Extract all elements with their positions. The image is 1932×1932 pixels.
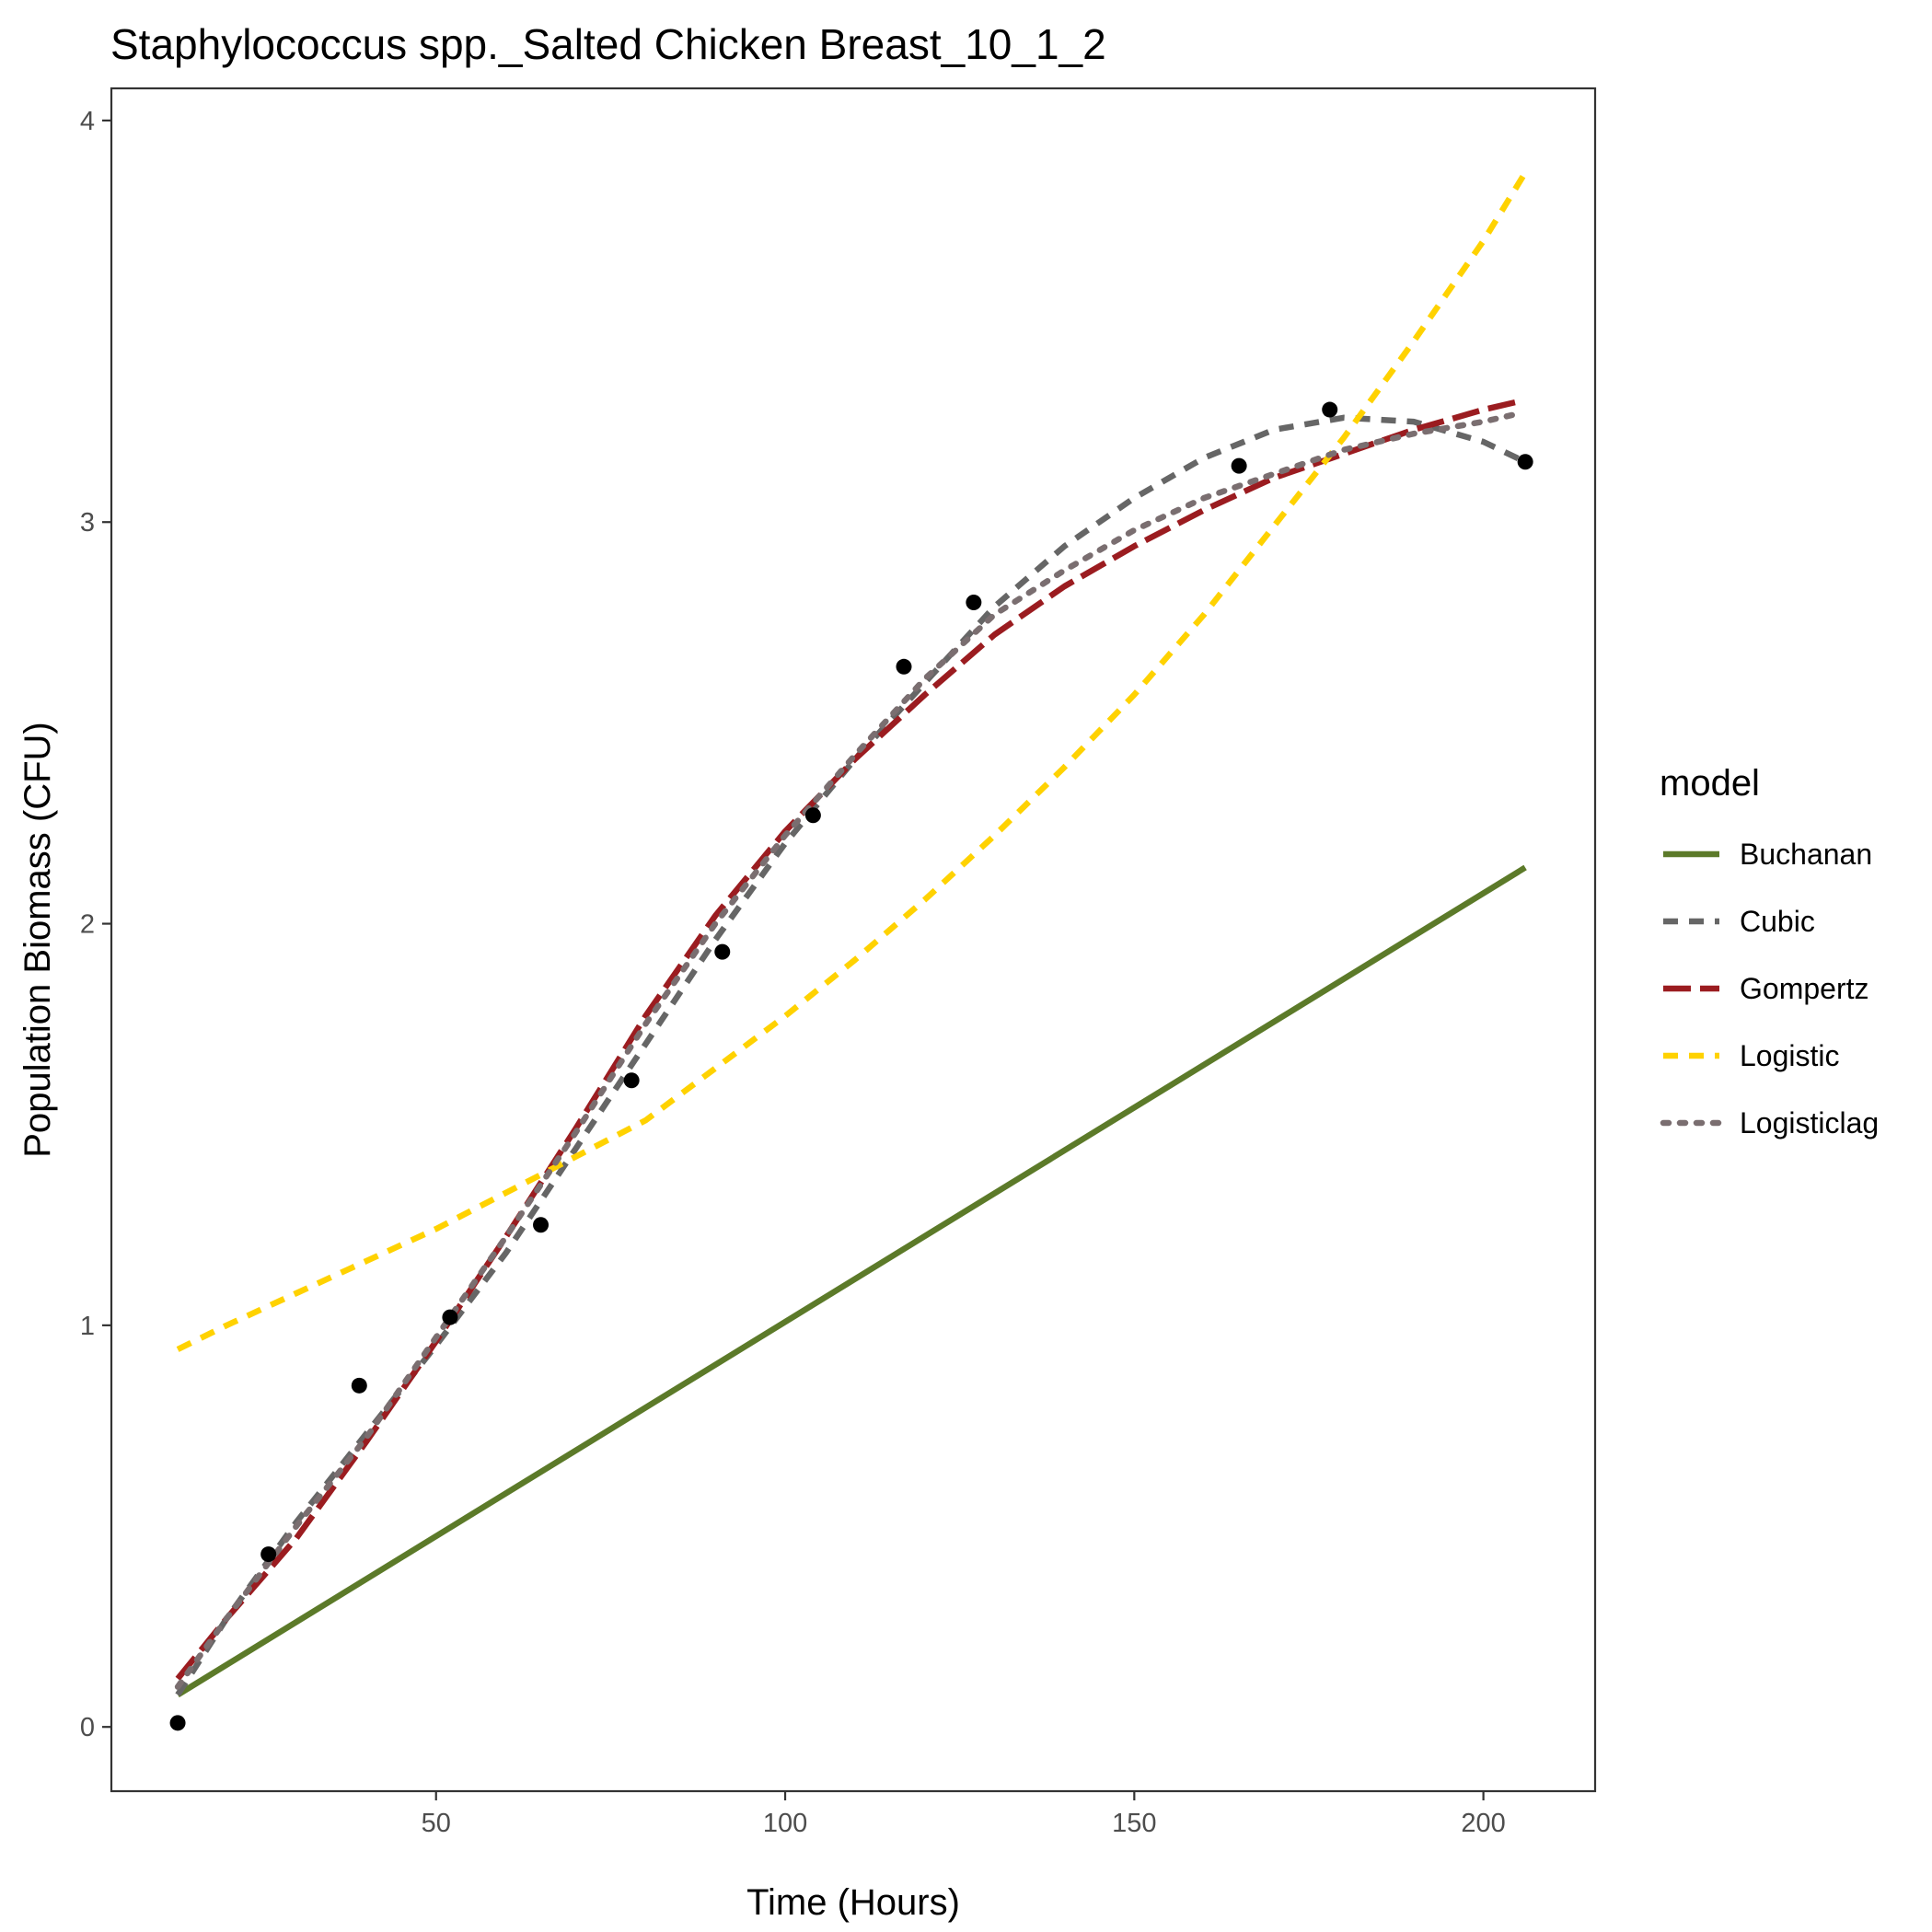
legend-item-gompertz: Gompertz [1663, 972, 1868, 1005]
observed-point [896, 658, 912, 675]
observed-point [714, 943, 731, 960]
observed-point [1517, 454, 1533, 470]
x-tick-label: 50 [422, 1809, 451, 1838]
observed-point [169, 1715, 186, 1731]
y-axis-title: Population Biomass (CFU) [17, 722, 58, 1158]
y-tick-label: 0 [80, 1713, 95, 1742]
observed-point [260, 1546, 277, 1563]
chart-title: Staphylococcus spp._Salted Chicken Breas… [110, 20, 1106, 68]
observed-points [169, 401, 1533, 1731]
observed-point [1322, 401, 1338, 418]
y-tick-label: 1 [80, 1312, 95, 1341]
plot-panel-border [110, 87, 1597, 1793]
series-layer [174, 170, 1528, 1698]
observed-point [804, 807, 821, 824]
series-line-logisticlag [174, 411, 1521, 1690]
legend-item-logistic: Logistic [1663, 1039, 1840, 1072]
legend-label: Logistic [1740, 1039, 1840, 1072]
legend-label: Logisticlag [1740, 1106, 1879, 1140]
legend-item-buchanan: Buchanan [1663, 838, 1872, 871]
observed-point [966, 594, 982, 610]
series-line-buchanan [176, 864, 1527, 1698]
plot-area [110, 87, 1597, 1793]
x-tick-label: 200 [1461, 1809, 1505, 1838]
legend-label: Gompertz [1740, 972, 1868, 1005]
x-axis-title: Time (Hours) [746, 1882, 960, 1923]
y-tick-label: 3 [80, 508, 95, 538]
series-line-logistic [176, 170, 1528, 1352]
legend-item-logisticlag: Logisticlag [1660, 1106, 1879, 1140]
y-tick-label: 4 [80, 107, 95, 136]
observed-point [1231, 457, 1247, 474]
observed-point [351, 1377, 367, 1394]
x-tick-label: 100 [763, 1809, 807, 1838]
legend-title: model [1660, 763, 1760, 804]
legend: model Buchanan Cubic Gompertz Logistic Logis… [1660, 763, 1879, 1140]
x-tick-label: 150 [1112, 1809, 1156, 1838]
observed-point [533, 1217, 550, 1233]
observed-point [623, 1072, 640, 1089]
observed-point [442, 1309, 458, 1325]
legend-item-cubic: Cubic [1663, 905, 1815, 938]
y-tick-label: 2 [80, 910, 95, 940]
axes: 50 100 150 200 0 1 2 3 4 [80, 107, 1506, 1838]
legend-label: Cubic [1740, 905, 1815, 938]
legend-label: Buchanan [1740, 838, 1872, 871]
